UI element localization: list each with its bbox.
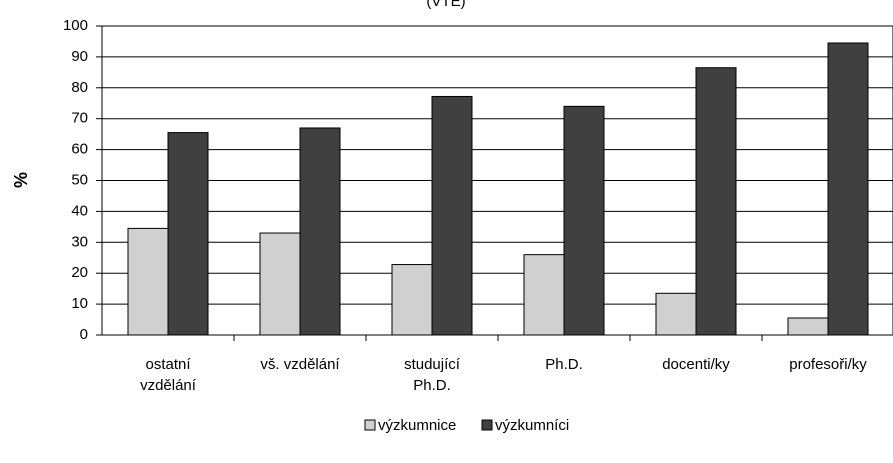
y-tick-label: 0 xyxy=(80,326,88,343)
bar xyxy=(523,254,565,336)
legend-swatch xyxy=(364,419,376,431)
y-tick-label: 100 xyxy=(63,17,88,34)
bar xyxy=(259,232,301,336)
bar xyxy=(787,317,829,336)
x-tick-label: studující xyxy=(404,356,461,373)
y-tick-label: 80 xyxy=(71,79,88,96)
legend-label: výzkumníci xyxy=(495,417,569,434)
y-tick-label: 60 xyxy=(71,141,88,158)
bar xyxy=(299,127,341,336)
bar xyxy=(391,264,433,336)
bar xyxy=(655,292,697,336)
y-tick-label: 90 xyxy=(71,48,88,65)
chart-title: (VTE) xyxy=(426,0,465,10)
x-tick-label: Ph.D. xyxy=(545,356,583,373)
legend-label: výzkumnice xyxy=(378,417,456,434)
legend-swatch xyxy=(481,419,493,431)
x-tick-label: vzdělání xyxy=(140,377,197,394)
bar xyxy=(167,132,209,336)
x-tick-label: docenti/ky xyxy=(662,356,730,373)
x-tick-label: ostatní xyxy=(145,356,191,373)
y-tick-label: 10 xyxy=(71,295,88,312)
y-axis-label: % xyxy=(11,172,31,188)
bar xyxy=(695,67,737,336)
x-tick-label: Ph.D. xyxy=(413,377,451,394)
y-tick-label: 50 xyxy=(71,171,88,188)
bar xyxy=(431,95,473,336)
y-tick-label: 20 xyxy=(71,264,88,281)
x-tick-label: vš. vzdělání xyxy=(260,356,340,373)
y-tick-label: 40 xyxy=(71,202,88,219)
bar xyxy=(127,227,169,336)
bar xyxy=(563,105,605,336)
y-tick-label: 30 xyxy=(71,233,88,250)
y-tick-label: 70 xyxy=(71,110,88,127)
bar xyxy=(827,42,869,336)
x-tick-label: profesoři/ky xyxy=(789,356,867,373)
